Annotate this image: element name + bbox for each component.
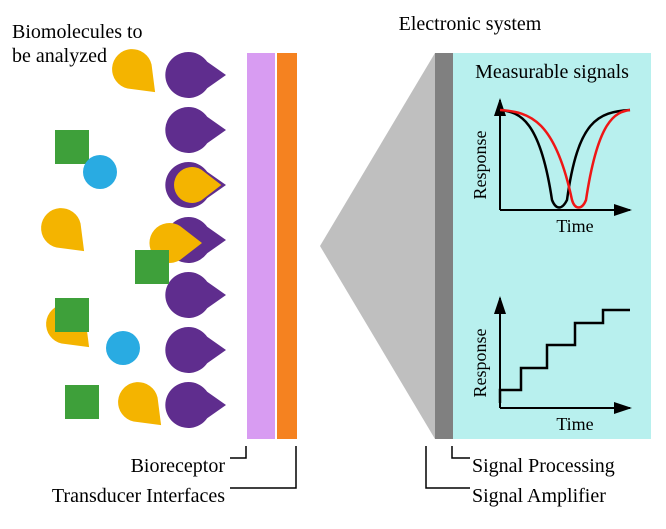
bioreceptor-layer [247, 53, 275, 439]
biomolecule-square [55, 130, 89, 164]
transducer-layer [277, 53, 297, 439]
label-transducer: Transducer Interfaces [52, 485, 225, 507]
biomolecule-square [65, 385, 99, 419]
biomolecule-circle [106, 331, 140, 365]
label-signal-processing: Signal Processing [472, 455, 615, 477]
label-signal-amplifier: Signal Amplifier [472, 485, 606, 507]
chart1-ylabel: Response [470, 130, 490, 199]
biomolecule-square [55, 298, 89, 332]
biosensor-diagram: Time Response Time Response Biomolecules tob… [0, 0, 666, 529]
label-electronic-system: Electronic system [399, 13, 542, 35]
chart2-xlabel: Time [556, 414, 593, 434]
chart2-ylabel: Response [470, 328, 490, 397]
biomolecule-circle [83, 155, 117, 189]
label-biomolecules-2: be analyzed [12, 45, 107, 67]
processing-bar [435, 53, 453, 439]
label-measurable-signals: Measurable signals [475, 61, 629, 83]
label-bioreceptor: Bioreceptor [131, 455, 226, 477]
biomolecule-square [135, 250, 169, 284]
label-biomolecules-1: Biomolecules to [12, 21, 143, 43]
chart1-xlabel: Time [556, 216, 593, 236]
